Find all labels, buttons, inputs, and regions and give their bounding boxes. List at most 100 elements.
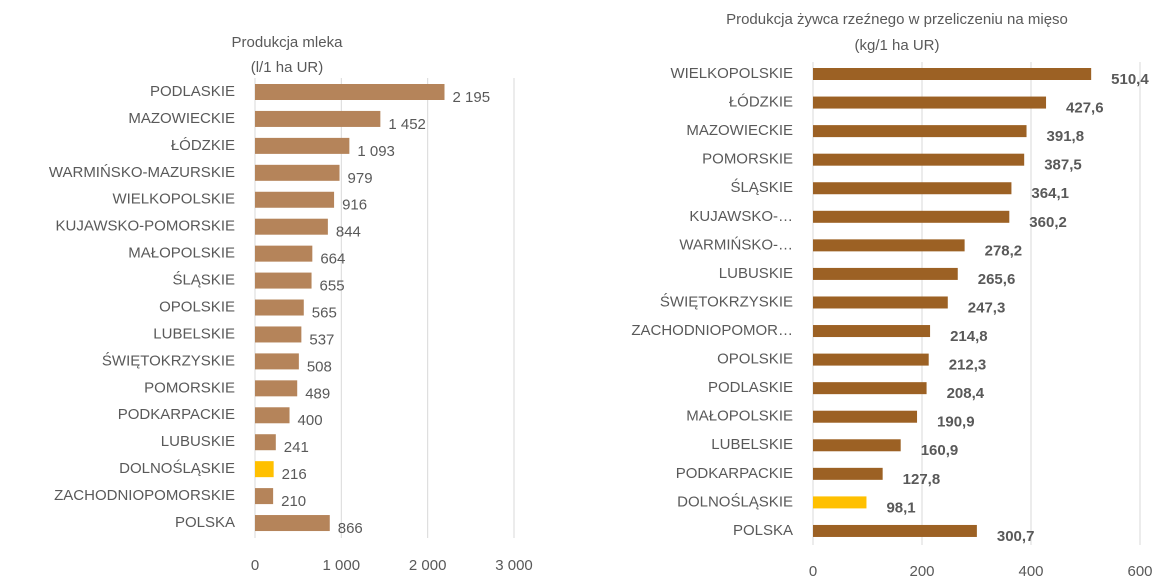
value-label: 190,9: [937, 414, 975, 431]
bar: [813, 68, 1092, 80]
bar: [813, 296, 948, 309]
value-label: 210: [281, 493, 306, 510]
chart-subtitle: (kg/1 ha UR): [854, 37, 939, 54]
y-tick-label: ŁÓDZKIE: [171, 137, 235, 154]
value-label: 364,1: [1031, 185, 1069, 202]
bar: [813, 325, 931, 338]
value-label: 427,6: [1066, 100, 1104, 117]
y-tick-label: PODLASKIE: [708, 379, 793, 396]
value-label: 241: [284, 439, 309, 456]
y-tick-label: KUJAWSKO-POMORSKIE: [56, 218, 235, 235]
y-tick-label: ŚWIĘTOKRZYSKIE: [102, 351, 235, 369]
bar: [255, 407, 290, 424]
value-label: 160,9: [921, 442, 959, 459]
x-tick-label: 400: [1018, 563, 1043, 578]
x-tick-label: 600: [1127, 563, 1152, 578]
bar: [813, 353, 929, 366]
bar: [255, 326, 302, 343]
y-tick-label: MAZOWIECKIE: [686, 122, 793, 139]
value-label: 664: [320, 251, 345, 268]
value-label: 565: [312, 304, 337, 321]
y-tick-label: MAZOWIECKIE: [128, 110, 235, 127]
value-label: 400: [298, 412, 323, 429]
y-tick-label: ŚWIĘTOKRZYSKIE: [660, 292, 793, 310]
bar: [813, 467, 883, 480]
y-tick-label: LUBUSKIE: [719, 265, 793, 282]
value-label: 208,4: [947, 385, 985, 402]
bar: [813, 382, 927, 395]
y-tick-label: ZACHODNIOPOMOR…: [631, 322, 793, 339]
chart-title: Produkcja żywca rzeźnego w przeliczeniu …: [726, 11, 1068, 28]
bar: [255, 461, 274, 478]
value-label: 265,6: [978, 271, 1016, 288]
bar: [813, 496, 867, 509]
bar: [255, 245, 313, 262]
y-tick-label: MAŁOPOLSKIE: [128, 245, 235, 262]
y-tick-label: LUBUSKIE: [161, 433, 235, 450]
bar: [255, 353, 299, 370]
bar: [813, 239, 965, 252]
y-tick-label: POMORSKIE: [144, 379, 235, 396]
value-label: 916: [342, 197, 367, 214]
y-tick-label: WARMIŃSKO-MAZURSKIE: [49, 164, 235, 181]
y-tick-label: WIELKOPOLSKIE: [670, 65, 793, 82]
value-label: 508: [307, 358, 332, 375]
y-tick-label: POLSKA: [733, 522, 793, 539]
y-tick-label: WIELKOPOLSKIE: [112, 191, 235, 208]
bar: [255, 164, 340, 181]
value-label: 127,8: [903, 471, 941, 488]
value-label: 655: [320, 278, 345, 295]
value-label: 1 452: [388, 116, 426, 133]
y-tick-label: POLSKA: [175, 514, 235, 531]
value-label: 2 195: [453, 89, 491, 106]
chart-title: Produkcja mleka: [232, 34, 344, 51]
y-tick-label: WARMIŃSKO-…: [679, 236, 793, 253]
bar: [813, 153, 1025, 166]
y-tick-label: POMORSKIE: [702, 151, 793, 168]
bar: [813, 267, 958, 280]
bar: [255, 84, 445, 100]
value-label: 98,1: [886, 499, 915, 516]
y-tick-label: LUBELSKIE: [711, 436, 793, 453]
value-label: 300,7: [997, 528, 1035, 545]
bar: [813, 96, 1047, 109]
bar: [255, 218, 328, 235]
value-label: 537: [309, 331, 334, 348]
y-tick-label: ŚLĄSKIE: [730, 178, 793, 196]
y-tick-label: PODKARPACKIE: [118, 406, 235, 423]
bar: [813, 439, 901, 452]
y-tick-label: ŚLĄSKIE: [172, 271, 235, 289]
bar: [255, 272, 312, 289]
x-tick-label: 2 000: [409, 557, 447, 574]
bar: [255, 434, 276, 451]
value-label: 1 093: [357, 143, 395, 160]
bar: [255, 488, 274, 505]
value-label: 278,2: [985, 242, 1023, 259]
x-tick-label: 0: [809, 563, 817, 578]
y-tick-label: LUBELSKIE: [153, 325, 235, 342]
y-tick-label: OPOLSKIE: [717, 351, 793, 368]
y-tick-label: ZACHODNIOPOMORSKIE: [54, 487, 235, 504]
x-tick-label: 200: [909, 563, 934, 578]
y-tick-label: PODKARPACKIE: [676, 465, 793, 482]
value-label: 391,8: [1047, 128, 1085, 145]
bar: [813, 210, 1010, 223]
value-label: 979: [348, 170, 373, 187]
y-tick-label: MAŁOPOLSKIE: [686, 408, 793, 425]
y-tick-label: DOLNOŚLĄSKIE: [677, 492, 793, 510]
x-tick-label: 0: [251, 557, 259, 574]
value-label: 510,4: [1111, 71, 1149, 88]
value-label: 212,3: [949, 357, 987, 374]
bar: [813, 125, 1027, 138]
y-tick-label: DOLNOŚLĄSKIE: [119, 459, 235, 477]
value-label: 247,3: [968, 299, 1006, 316]
value-label: 866: [338, 520, 363, 537]
value-label: 360,2: [1029, 214, 1067, 231]
bar: [813, 182, 1012, 195]
value-label: 844: [336, 224, 361, 241]
bar: [255, 110, 381, 127]
value-label: 214,8: [950, 328, 988, 345]
value-label: 489: [305, 385, 330, 402]
bar: [255, 515, 330, 532]
